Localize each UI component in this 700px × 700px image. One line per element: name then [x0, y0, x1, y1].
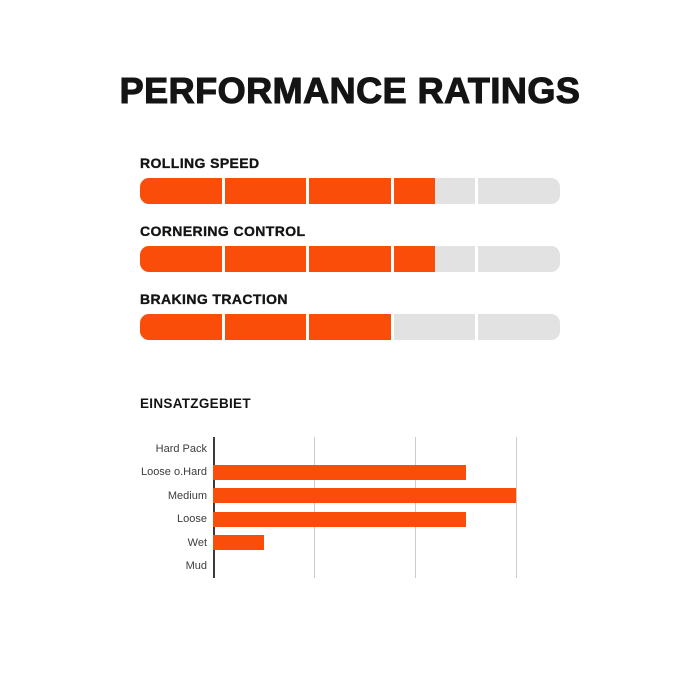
chart-row: Wet [130, 531, 516, 555]
rating-label: BRAKING TRACTION [140, 291, 288, 307]
rating-segment [140, 246, 222, 272]
chart-bar [213, 535, 264, 551]
rating-segment-fill [224, 314, 307, 340]
ratings-list: ROLLING SPEED CORNERING CONTROL BRAKING … [140, 155, 560, 359]
rating-segment [478, 314, 560, 340]
chart-bar [213, 464, 466, 480]
rating-segment-fill [140, 246, 222, 272]
gridline [516, 437, 517, 578]
rating-segment [309, 314, 391, 340]
chart-category-label: Medium [167, 489, 207, 502]
gridline [415, 437, 416, 578]
usage-chart: Hard Pack Loose o.Hard Medium Loose Wet … [130, 437, 517, 578]
chart-row: Hard Pack [130, 437, 516, 461]
rating-segment [140, 178, 222, 204]
rating-segment [309, 178, 391, 204]
chart-bar [213, 511, 466, 527]
rating-segment-fill [393, 178, 435, 204]
chart-category-label: Loose o.Hard [140, 466, 207, 479]
chart-category-label: Wet [187, 536, 207, 549]
chart-category-label: Hard Pack [155, 442, 207, 455]
gridline [314, 437, 315, 578]
rating-segment [393, 314, 476, 340]
rating-label: CORNERING CONTROL [140, 223, 306, 239]
page-title: PERFORMANCE RATINGS [119, 69, 581, 111]
usage-chart-plot-grid [213, 437, 517, 578]
rating-segment [478, 246, 560, 272]
rating-segment-fill [224, 178, 307, 204]
rating-bar [140, 178, 560, 204]
chart-bar-track [213, 461, 516, 485]
rating-segment-fill [393, 246, 435, 272]
rating-label: ROLLING SPEED [140, 155, 260, 171]
rating-segment [224, 314, 307, 340]
chart-bar-track [213, 555, 516, 579]
chart-bar-track [213, 508, 516, 532]
chart-bar [213, 488, 516, 504]
chart-bar-track [213, 484, 516, 508]
y-axis-line [213, 437, 215, 578]
rating-segment-fill [140, 314, 222, 340]
chart-row: Mud [130, 555, 516, 579]
chart-row: Loose o.Hard [130, 461, 516, 485]
rating-item: BRAKING TRACTION [140, 291, 560, 340]
rating-segment-fill [309, 314, 391, 340]
chart-category-label: Loose [177, 513, 207, 526]
chart-bar-track [213, 531, 516, 555]
usage-chart-title: EINSATZGEBIET [140, 396, 251, 411]
rating-segment-fill [224, 246, 307, 272]
chart-category-label: Mud [185, 560, 207, 573]
usage-chart-rows: Hard Pack Loose o.Hard Medium Loose Wet … [130, 437, 516, 578]
chart-bar-track [213, 437, 516, 461]
rating-segment [309, 246, 391, 272]
rating-segment [393, 246, 476, 272]
rating-segment [478, 178, 560, 204]
rating-bar [140, 314, 560, 340]
rating-segment-fill [309, 246, 391, 272]
rating-segment [140, 314, 222, 340]
rating-segment [224, 178, 307, 204]
chart-row: Medium [130, 484, 516, 508]
rating-bar [140, 246, 560, 272]
rating-segment [393, 178, 476, 204]
rating-item: ROLLING SPEED [140, 155, 560, 204]
rating-segment-fill [140, 178, 222, 204]
rating-item: CORNERING CONTROL [140, 223, 560, 272]
chart-row: Loose [130, 508, 516, 532]
rating-segment [224, 246, 307, 272]
rating-segment-fill [309, 178, 391, 204]
